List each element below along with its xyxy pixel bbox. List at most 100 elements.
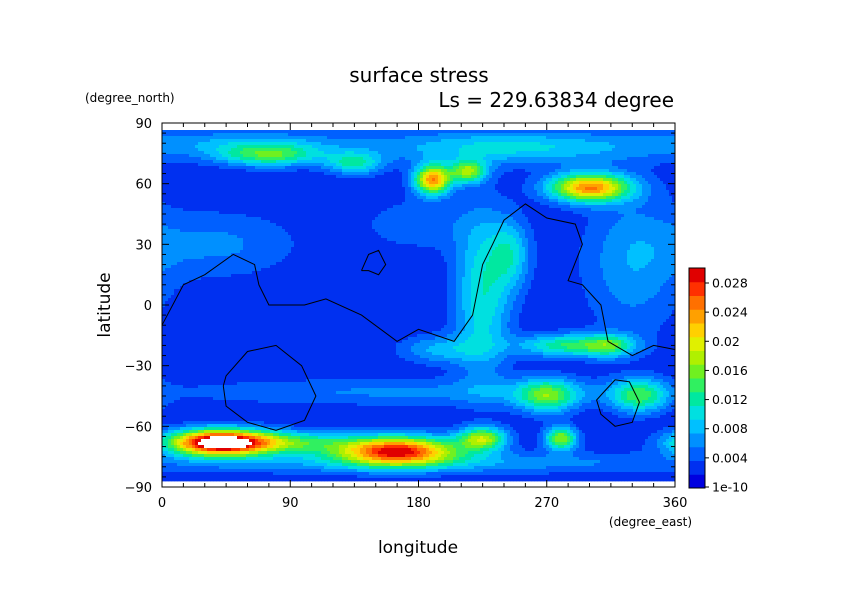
heatmap-cell bbox=[174, 139, 177, 142]
heatmap-cell bbox=[375, 187, 378, 190]
heatmap-cell bbox=[585, 145, 588, 148]
heatmap-cell bbox=[213, 178, 216, 181]
heatmap-cell bbox=[420, 133, 423, 136]
heatmap-cell bbox=[228, 130, 231, 133]
heatmap-cell bbox=[225, 154, 228, 157]
heatmap-cell bbox=[207, 148, 210, 151]
heatmap-cell bbox=[609, 139, 612, 142]
heatmap-cell bbox=[336, 139, 339, 142]
heatmap-cell bbox=[564, 169, 567, 172]
heatmap-cell bbox=[468, 196, 471, 199]
heatmap-cell bbox=[228, 214, 231, 217]
heatmap-cell bbox=[252, 178, 255, 181]
heatmap-cell bbox=[489, 196, 492, 199]
heatmap-cell bbox=[264, 154, 267, 157]
heatmap-cell bbox=[648, 187, 651, 190]
heatmap-cell bbox=[654, 208, 657, 211]
heatmap-cell bbox=[537, 139, 540, 142]
heatmap-cell bbox=[597, 181, 600, 184]
heatmap-cell bbox=[183, 145, 186, 148]
heatmap-cell bbox=[606, 190, 609, 193]
heatmap-cell bbox=[462, 166, 465, 169]
heatmap-cell bbox=[666, 136, 669, 139]
heatmap-cell bbox=[498, 139, 501, 142]
heatmap-cell bbox=[189, 199, 192, 202]
heatmap-cell bbox=[432, 202, 435, 205]
heatmap-cell bbox=[591, 205, 594, 208]
heatmap-cell bbox=[450, 130, 453, 133]
heatmap-cell bbox=[210, 214, 213, 217]
heatmap-cell bbox=[666, 187, 669, 190]
heatmap-cell bbox=[606, 196, 609, 199]
heatmap-cell bbox=[354, 163, 357, 166]
heatmap-cell bbox=[543, 181, 546, 184]
heatmap-cell bbox=[354, 211, 357, 214]
heatmap-cell bbox=[504, 136, 507, 139]
heatmap-cell bbox=[228, 163, 231, 166]
heatmap-cell bbox=[408, 190, 411, 193]
heatmap-cell bbox=[474, 148, 477, 151]
heatmap-cell bbox=[387, 130, 390, 133]
heatmap-cell bbox=[411, 181, 414, 184]
heatmap-cell bbox=[447, 157, 450, 160]
heatmap-cell bbox=[618, 145, 621, 148]
heatmap-cell bbox=[558, 184, 561, 187]
heatmap-cell bbox=[291, 214, 294, 217]
heatmap-cell bbox=[264, 139, 267, 142]
heatmap-cell bbox=[615, 166, 618, 169]
heatmap-cell bbox=[387, 178, 390, 181]
heatmap-cell bbox=[318, 139, 321, 142]
heatmap-cell bbox=[177, 136, 180, 139]
heatmap-cell bbox=[303, 166, 306, 169]
heatmap-cell bbox=[648, 160, 651, 163]
heatmap-cell bbox=[411, 190, 414, 193]
heatmap-cell bbox=[351, 163, 354, 166]
heatmap-cell bbox=[603, 214, 606, 217]
heatmap-cell bbox=[642, 211, 645, 214]
heatmap-cell bbox=[213, 160, 216, 163]
heatmap-cell bbox=[657, 214, 660, 217]
heatmap-cell bbox=[234, 154, 237, 157]
heatmap-cell bbox=[444, 160, 447, 163]
heatmap-cell bbox=[570, 145, 573, 148]
heatmap-cell bbox=[516, 187, 519, 190]
heatmap-cell bbox=[648, 142, 651, 145]
heatmap-cell bbox=[378, 151, 381, 154]
heatmap-cell bbox=[192, 205, 195, 208]
heatmap-cell bbox=[258, 139, 261, 142]
heatmap-cell bbox=[273, 214, 276, 217]
heatmap-cell bbox=[351, 178, 354, 181]
heatmap-cell bbox=[540, 160, 543, 163]
heatmap-cell bbox=[660, 184, 663, 187]
heatmap-cell bbox=[357, 142, 360, 145]
heatmap-cell bbox=[597, 151, 600, 154]
heatmap-cell bbox=[588, 130, 591, 133]
heatmap-cell bbox=[285, 148, 288, 151]
heatmap-cell bbox=[624, 145, 627, 148]
heatmap-cell bbox=[183, 184, 186, 187]
heatmap-cell bbox=[480, 178, 483, 181]
heatmap-cell bbox=[174, 178, 177, 181]
heatmap-cell bbox=[393, 160, 396, 163]
heatmap-cell bbox=[492, 205, 495, 208]
heatmap-cell bbox=[657, 136, 660, 139]
heatmap-cell bbox=[450, 151, 453, 154]
heatmap-cell bbox=[537, 148, 540, 151]
heatmap-cell bbox=[330, 136, 333, 139]
heatmap-cell bbox=[216, 184, 219, 187]
heatmap-cell bbox=[252, 181, 255, 184]
heatmap-cell bbox=[300, 166, 303, 169]
heatmap-cell bbox=[549, 133, 552, 136]
heatmap-cell bbox=[492, 133, 495, 136]
heatmap-cell bbox=[444, 175, 447, 178]
heatmap-cell bbox=[282, 211, 285, 214]
heatmap-cell bbox=[459, 172, 462, 175]
heatmap-cell bbox=[603, 181, 606, 184]
heatmap-cell bbox=[456, 196, 459, 199]
heatmap-cell bbox=[210, 154, 213, 157]
heatmap-cell bbox=[435, 169, 438, 172]
heatmap-cell bbox=[441, 199, 444, 202]
heatmap-cell bbox=[333, 175, 336, 178]
heatmap-cell bbox=[501, 202, 504, 205]
heatmap-cell bbox=[390, 202, 393, 205]
